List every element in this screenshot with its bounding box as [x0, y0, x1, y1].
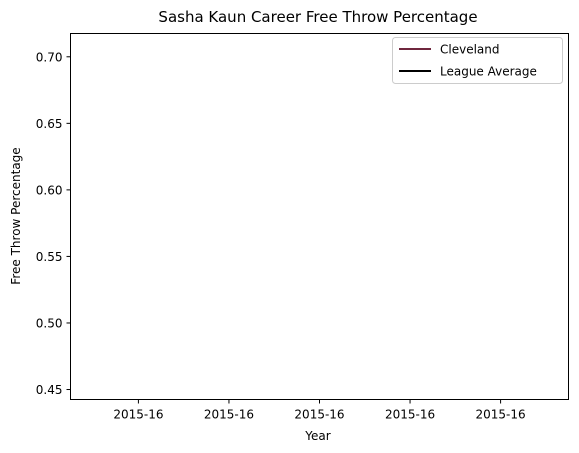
- x-tick-label: 2015-16: [294, 408, 344, 422]
- x-axis-label: Year: [304, 429, 330, 443]
- x-tick-label: 2015-16: [204, 408, 254, 422]
- legend: Cleveland League Average: [392, 37, 563, 84]
- chart-title: Sasha Kaun Career Free Throw Percentage: [158, 8, 477, 26]
- y-axis-ticks: 0.45 0.50 0.55 0.60 0.65 0.70: [36, 50, 71, 397]
- y-axis-label: Free Throw Percentage: [9, 147, 23, 284]
- y-tick-label: 0.45: [36, 383, 63, 397]
- y-tick-label: 0.65: [36, 117, 63, 131]
- y-tick-label: 0.60: [36, 183, 63, 197]
- y-tick-label: 0.55: [36, 250, 63, 264]
- y-tick-label: 0.70: [36, 50, 63, 64]
- x-axis-ticks: 2015-16 2015-16 2015-16 2015-16 2015-16: [113, 399, 526, 422]
- x-tick-label: 2015-16: [385, 408, 435, 422]
- legend-label-league-average: League Average: [440, 65, 537, 79]
- legend-box: [392, 37, 563, 84]
- x-tick-label: 2015-16: [476, 408, 526, 422]
- y-tick-label: 0.50: [36, 316, 63, 330]
- plot-frame: [70, 33, 569, 400]
- x-tick-label: 2015-16: [113, 408, 163, 422]
- legend-label-cleveland: Cleveland: [440, 43, 500, 57]
